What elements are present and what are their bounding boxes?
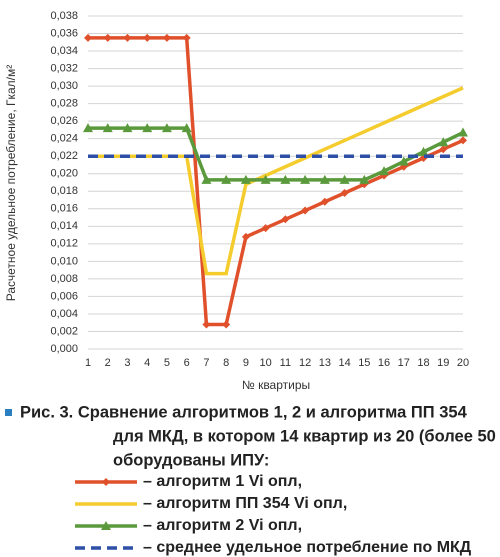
point	[181, 123, 192, 133]
y-tick-label: 0,000	[50, 343, 78, 355]
x-tick-label: 20	[457, 357, 469, 369]
point	[398, 156, 409, 166]
y-tick-label: 0,030	[50, 80, 78, 92]
point	[300, 174, 311, 184]
y-tick-label: 0,024	[50, 133, 78, 145]
point	[142, 123, 153, 133]
y-tick-label: 0,032	[50, 62, 78, 74]
point	[301, 206, 310, 215]
y-tick-label: 0,016	[50, 203, 78, 215]
x-tick-label: 6	[184, 357, 190, 369]
point	[319, 174, 330, 184]
y-tick-label: 0,002	[50, 325, 78, 337]
point	[143, 33, 152, 42]
y-axis-label: Расчетное удельное потребление, Гкал/м²	[4, 65, 18, 301]
x-tick-label: 17	[398, 357, 410, 369]
series-line	[88, 86, 464, 276]
point	[122, 123, 133, 133]
point	[202, 320, 211, 329]
x-tick-label: 5	[164, 357, 170, 369]
x-tick-label: 3	[124, 357, 130, 369]
x-tick-label: 14	[338, 357, 350, 369]
x-tick-label: 13	[319, 357, 331, 369]
x-tick-label: 7	[203, 357, 209, 369]
legend-label: – алгоритм 2 Vi опл,	[143, 517, 302, 534]
x-tick-label: 2	[105, 357, 111, 369]
x-tick-label: 9	[243, 357, 249, 369]
point	[83, 123, 93, 133]
point	[182, 33, 191, 42]
point	[222, 320, 231, 329]
y-tick-label: 0,038	[50, 10, 78, 22]
point	[459, 136, 467, 145]
point	[84, 33, 92, 42]
point	[379, 166, 390, 176]
y-tick-label: 0,006	[50, 290, 78, 302]
x-tick-label: 11	[280, 357, 291, 369]
point	[359, 174, 370, 184]
y-tick-label: 0,018	[50, 185, 78, 197]
point	[439, 145, 448, 154]
point	[201, 174, 212, 184]
x-tick-label: 1	[85, 357, 91, 369]
point	[280, 174, 291, 184]
bullet	[5, 409, 12, 416]
point	[161, 123, 172, 133]
point	[418, 146, 429, 156]
point	[240, 174, 251, 184]
point	[340, 189, 349, 198]
legend-label: – алгоритм 1 Vi опл,	[143, 473, 302, 490]
caption-line: оборудованы ИПУ:	[113, 451, 269, 469]
y-tick-label: 0,014	[50, 220, 78, 232]
x-axis-label: № квартиры	[242, 378, 310, 392]
y-tick-label: 0,034	[50, 45, 78, 57]
y-tick-label: 0,004	[50, 308, 78, 320]
y-tick-label: 0,020	[50, 168, 78, 180]
y-tick-label: 0,008	[50, 273, 78, 285]
caption-line: для МКД, в котором 14 квартир из 20 (бол…	[113, 427, 500, 445]
point	[261, 224, 270, 233]
caption-line: Рис. 3. Сравнение алгоритмов 1, 2 и алго…	[20, 403, 468, 421]
x-tick-label: 10	[260, 357, 272, 369]
point	[260, 174, 271, 184]
x-tick-label: 19	[437, 357, 449, 369]
y-tick-label: 0,012	[50, 238, 78, 250]
x-tick-label: 18	[417, 357, 429, 369]
y-tick-label: 0,026	[50, 115, 78, 127]
y-tick-label: 0,010	[50, 255, 78, 267]
x-tick-label: 15	[358, 357, 370, 369]
y-tick-label: 0,022	[50, 150, 78, 162]
x-tick-label: 8	[223, 357, 229, 369]
x-tick-label: 16	[378, 357, 390, 369]
legend-label: – среднее удельное потребление по МКД	[143, 539, 472, 556]
point	[102, 123, 113, 133]
point	[339, 174, 350, 184]
point	[438, 137, 449, 147]
point	[103, 33, 112, 42]
legend-marker	[101, 521, 111, 530]
legend-label: – алгоритм ПП 354 Vi опл,	[143, 495, 347, 512]
point	[320, 197, 329, 206]
point	[281, 215, 290, 224]
x-tick-label: 4	[144, 357, 150, 369]
point	[241, 232, 250, 241]
point	[123, 33, 132, 42]
x-tick-label: 12	[299, 357, 311, 369]
y-tick-label: 0,036	[50, 27, 78, 39]
point	[458, 127, 468, 137]
point	[221, 174, 232, 184]
y-tick-label: 0,028	[50, 98, 78, 110]
legend-marker	[102, 478, 110, 486]
point	[162, 33, 171, 42]
